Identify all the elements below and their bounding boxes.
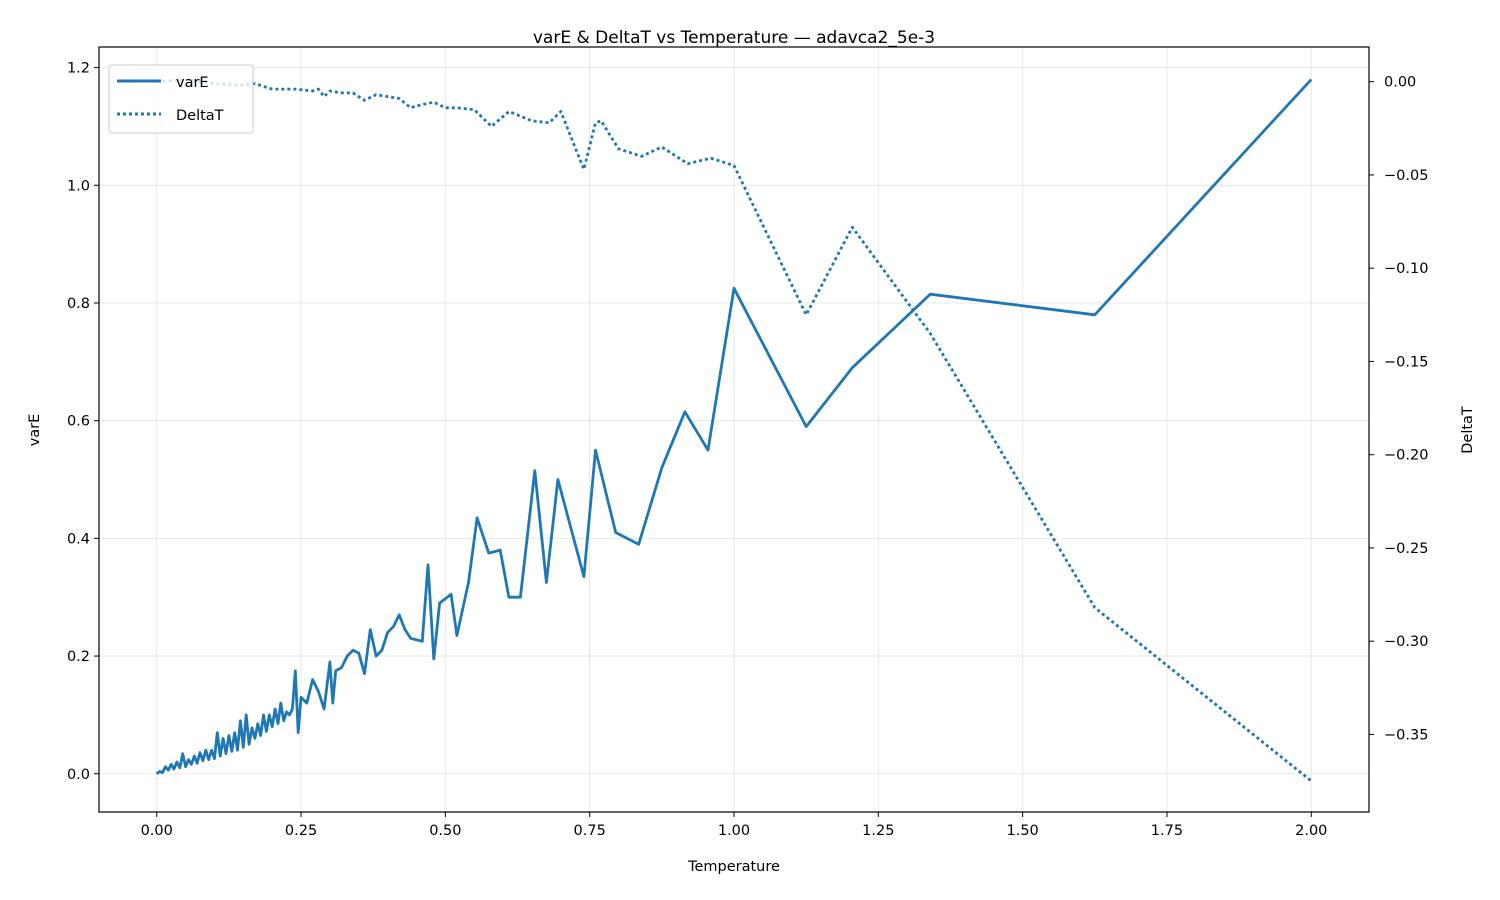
x-axis-label: Temperature: [687, 859, 780, 875]
y2-tick-label: −0.10: [1384, 261, 1428, 277]
y-tick-label: 1.2: [67, 61, 90, 77]
y-tick-label: 0.6: [67, 414, 90, 430]
legend-label-varE: varE: [176, 75, 209, 91]
y2-tick-label: −0.30: [1384, 634, 1428, 650]
y2-tick-label: −0.20: [1384, 448, 1428, 464]
x-tick-label: 0.25: [285, 823, 317, 839]
y2-tick-label: 0.00: [1384, 75, 1416, 91]
x-tick-label: 1.50: [1006, 823, 1038, 839]
grid-layer: [99, 47, 1369, 812]
y2-tick-label: −0.05: [1384, 168, 1428, 184]
x-tick-label: 0.00: [141, 823, 173, 839]
x-tick-label: 0.75: [574, 823, 606, 839]
y2-axis-label: DeltaT: [1460, 406, 1476, 454]
series-line-varE: [155, 78, 1313, 775]
chart-title: varE & DeltaT vs Temperature — adavca2_5…: [533, 28, 935, 48]
y-tick-label: 0.8: [67, 296, 90, 312]
x-tick-label: 1.75: [1151, 823, 1183, 839]
legend-label-DeltaT: DeltaT: [176, 108, 224, 124]
y-axis-label: varE: [27, 414, 43, 447]
x-tick-label: 2.00: [1295, 823, 1327, 839]
y-tick-label: 0.4: [67, 531, 90, 547]
y-tick-label: 1.0: [67, 178, 90, 194]
legend: varE DeltaT: [108, 64, 254, 134]
y2-tick-label: −0.35: [1384, 727, 1428, 743]
x-tick-label: 1.00: [718, 823, 750, 839]
y-tick-label: 0.2: [67, 649, 90, 665]
axis-layer: 0.00 0.25 0.50 0.75 1.00 1.25 1.50 1.75 2.000.00…: [67, 61, 1429, 839]
data-layer: [155, 78, 1313, 783]
y2-tick-label: −0.15: [1384, 354, 1428, 370]
y-tick-label: 0.0: [67, 767, 90, 783]
x-tick-label: 1.25: [862, 823, 894, 839]
y2-tick-label: −0.25: [1384, 541, 1428, 557]
x-tick-label: 0.50: [429, 823, 461, 839]
